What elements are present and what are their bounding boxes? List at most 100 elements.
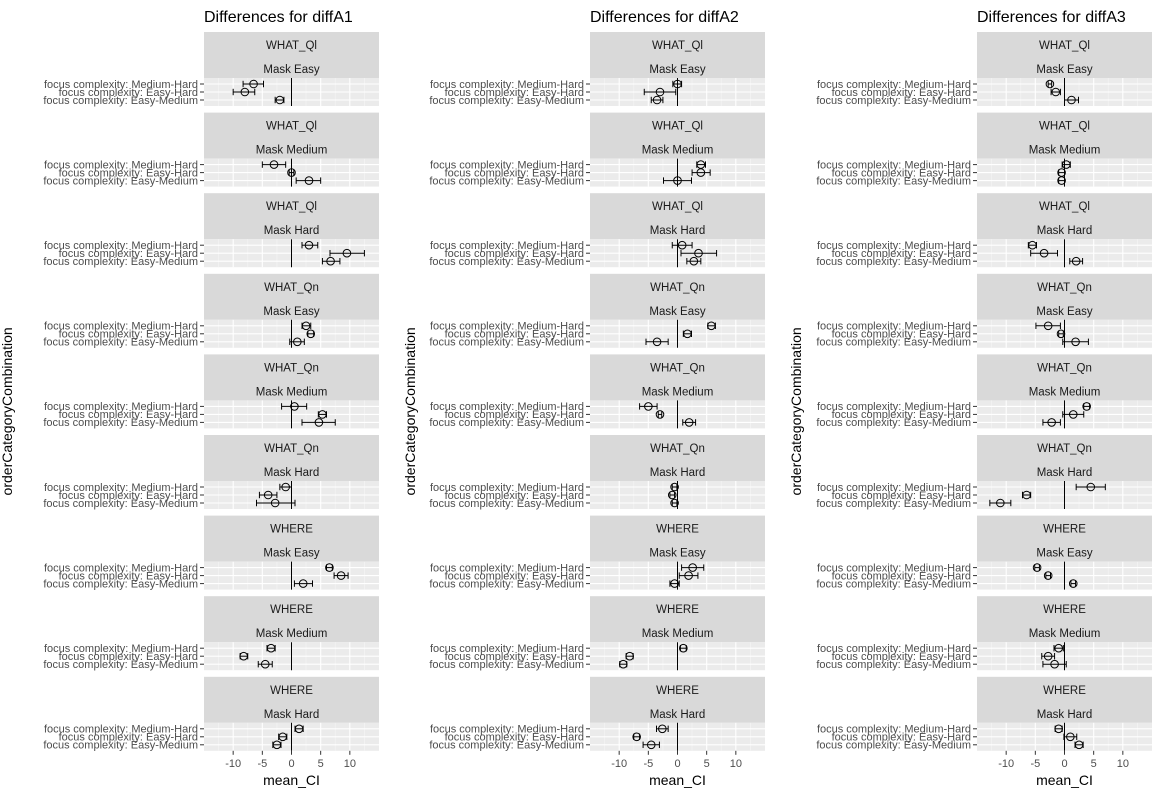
mean-point	[1071, 337, 1080, 347]
mean-point	[1086, 482, 1096, 492]
mean-point	[655, 410, 665, 419]
y-tick-label: focus complexity: Easy-Medium	[43, 337, 198, 349]
facet-strip	[204, 32, 379, 78]
data-point-group	[632, 732, 641, 742]
strip-mask-label: Mask Medium	[642, 628, 714, 640]
facet-strip	[204, 193, 379, 240]
facet-strip	[204, 596, 379, 643]
facet-2: WHAT_Ql Mask Medium focus complexity: Medi…	[816, 112, 1152, 187]
strip-mask-label: Mask Hard	[264, 467, 320, 479]
x-tick-label: -5	[643, 758, 653, 770]
x-tick-label: 5	[1091, 758, 1097, 770]
x-tick-label: -10	[998, 758, 1014, 770]
mean-point	[652, 95, 662, 105]
mean-point	[281, 482, 290, 492]
data-point-group	[1062, 337, 1089, 347]
y-tick-label: focus complexity: Medium-Hard	[817, 482, 971, 494]
strip-mask-label: Mask Hard	[650, 225, 706, 237]
y-tick-label: focus complexity: Medium-Hard	[430, 643, 584, 655]
mean-point	[1022, 490, 1031, 500]
facet-strip	[977, 676, 1152, 723]
strip-category-label: WHAT_Qn	[1037, 443, 1092, 455]
y-tick-label: focus complexity: Easy-Hard	[59, 167, 198, 179]
strip-category-label: WHERE	[270, 604, 313, 616]
y-tick-label: focus complexity: Medium-Hard	[44, 240, 198, 252]
data-point-group	[261, 160, 287, 169]
data-point-group	[618, 659, 628, 669]
y-tick-label: focus complexity: Medium-Hard	[430, 159, 584, 171]
data-point-group	[294, 724, 304, 734]
strip-mask-label: Mask Easy	[649, 306, 705, 318]
strip-mask-label: Mask Medium	[1029, 628, 1101, 640]
y-tick-label: focus complexity: Easy-Hard	[832, 409, 971, 421]
x-tick-label: 10	[1117, 758, 1129, 770]
y-tick-label: focus complexity: Easy-Hard	[832, 87, 971, 99]
strip-mask-label: Mask Easy	[263, 548, 319, 560]
data-point-group	[321, 256, 341, 266]
y-tick-label: focus complexity: Easy-Medium	[429, 659, 584, 671]
strip-category-label: WHERE	[656, 604, 699, 616]
data-point-group	[1027, 240, 1037, 250]
y-tick-label: focus complexity: Medium-Hard	[430, 321, 584, 333]
data-point-group	[645, 337, 669, 347]
mean-point	[326, 256, 335, 266]
y-tick-label: focus complexity: Easy-Hard	[832, 167, 971, 179]
data-point-group	[256, 498, 296, 508]
strip-mask-label: Mask Easy	[1036, 306, 1092, 318]
mean-point	[1039, 248, 1049, 258]
y-tick-label: focus complexity: Medium-Hard	[430, 240, 584, 252]
data-point-group	[656, 724, 669, 734]
data-point-group	[329, 248, 365, 258]
facet-strip	[590, 32, 765, 78]
y-tick-label: focus complexity: Medium-Hard	[817, 562, 971, 574]
mean-point	[670, 579, 679, 588]
data-point-group	[1057, 176, 1066, 185]
y-tick-label: focus complexity: Medium-Hard	[430, 401, 584, 413]
facet-3: WHAT_Ql Mask Hard focus complexity: Medium…	[429, 193, 765, 268]
strip-category-label: WHERE	[1043, 524, 1086, 536]
y-tick-label: focus complexity: Easy-Hard	[59, 248, 198, 260]
facet-strip	[977, 354, 1152, 401]
y-tick-label: focus complexity: Easy-Medium	[816, 578, 971, 590]
data-point-group	[1053, 643, 1064, 653]
y-tick-label: focus complexity: Easy-Medium	[429, 498, 584, 510]
y-tick-label: focus complexity: Medium-Hard	[430, 79, 584, 91]
strip-category-label: WHERE	[270, 524, 313, 536]
strip-mask-label: Mask Hard	[1037, 225, 1093, 237]
panel-title: Differences for diffA3	[977, 9, 1126, 26]
x-tick-label: -5	[257, 758, 267, 770]
facet-strip	[590, 596, 765, 643]
y-tick-label: focus complexity: Easy-Medium	[43, 740, 198, 752]
y-tick-label: focus complexity: Easy-Medium	[43, 578, 198, 590]
facet-strip	[590, 515, 765, 562]
mean-point	[670, 482, 679, 492]
facet-strip	[977, 273, 1152, 320]
strip-mask-label: Mask Easy	[1036, 64, 1092, 76]
facet-1: WHAT_Ql Mask Easy focus complexity: Medium…	[816, 32, 1152, 107]
data-point-group	[1082, 402, 1091, 411]
y-tick-label: focus complexity: Easy-Hard	[445, 248, 584, 260]
facet-5: WHAT_Qn Mask Medium focus complexity: Medi…	[816, 354, 1152, 429]
y-tick-label: focus complexity: Medium-Hard	[817, 240, 971, 252]
y-axis-title: orderCategoryCombination	[402, 327, 418, 495]
data-point-group	[670, 482, 679, 492]
mean-point	[304, 176, 314, 185]
strip-category-label: WHERE	[1043, 604, 1086, 616]
data-point-group	[278, 732, 288, 742]
data-point-group	[1043, 571, 1053, 580]
strip-mask-label: Mask Easy	[263, 306, 319, 318]
data-point-group	[239, 651, 249, 661]
y-tick-label: focus complexity: Easy-Hard	[832, 732, 971, 744]
mean-point	[673, 79, 682, 89]
facet-5: WHAT_Qn Mask Medium focus complexity: Medi…	[429, 354, 765, 429]
y-tick-label: focus complexity: Easy-Hard	[59, 87, 198, 99]
mean-point	[658, 724, 667, 734]
x-tick-label: -5	[1030, 758, 1040, 770]
facet-strip	[590, 193, 765, 240]
mean-point	[655, 87, 665, 97]
y-tick-label: focus complexity: Easy-Hard	[59, 329, 198, 341]
panel-3: Differences for diffA3 WHAT_Ql Mask Easy fo…	[788, 9, 1152, 788]
strip-category-label: WHERE	[656, 685, 699, 697]
mean-point	[266, 643, 276, 653]
